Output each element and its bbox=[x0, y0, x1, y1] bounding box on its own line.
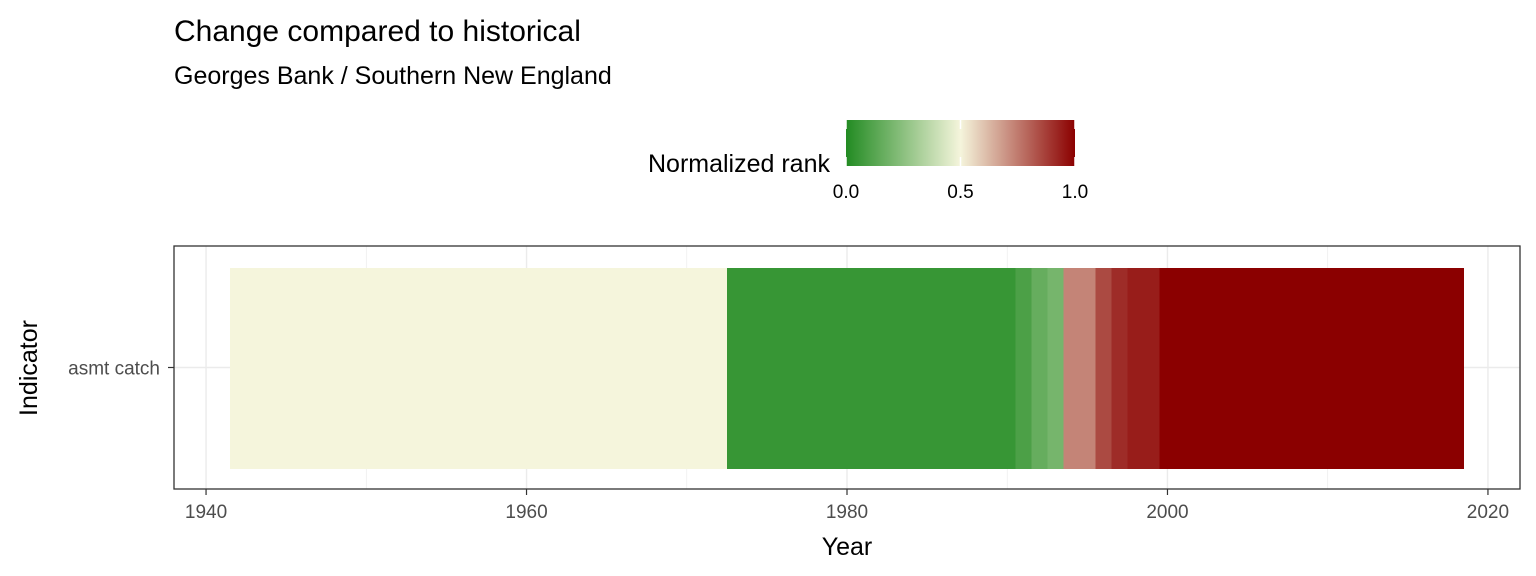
legend: Normalized rank 0.0 0.5 1.0 bbox=[648, 120, 1088, 203]
legend-ticks: 0.0 0.5 1.0 bbox=[833, 120, 1088, 203]
x-tick-label: 1980 bbox=[826, 502, 868, 523]
x-tick-label: 1940 bbox=[185, 502, 227, 523]
heatmap-cell bbox=[1047, 268, 1064, 469]
heatmap-cell bbox=[1095, 268, 1112, 469]
plot-panel bbox=[173, 245, 1521, 490]
x-axis-title: Year bbox=[822, 533, 873, 561]
legend-tick-label: 1.0 bbox=[1062, 182, 1088, 203]
x-tick-label: 2000 bbox=[1146, 502, 1188, 523]
legend-tick-label: 0.0 bbox=[833, 182, 859, 203]
heatmap-cell bbox=[1127, 268, 1160, 469]
chart-title: Change compared to historical bbox=[174, 15, 581, 48]
y-axis-title: Indicator bbox=[15, 320, 43, 416]
x-axis: 1940 1960 1980 2000 2020 bbox=[185, 489, 1509, 523]
legend-tick-label: 0.5 bbox=[947, 182, 973, 203]
y-axis: asmt catch bbox=[68, 359, 174, 380]
x-tick-label: 1960 bbox=[505, 502, 547, 523]
x-tick-label: 2020 bbox=[1467, 502, 1509, 523]
heatmap-cell bbox=[1111, 268, 1128, 469]
heatmap-cell bbox=[726, 268, 1016, 469]
heatmap-cell bbox=[1031, 268, 1048, 469]
heatmap-cells bbox=[230, 268, 1464, 469]
heatmap-cell bbox=[230, 268, 727, 469]
heatmap-cell bbox=[1159, 268, 1464, 469]
chart-subtitle: Georges Bank / Southern New England bbox=[174, 62, 612, 90]
y-tick-label: asmt catch bbox=[68, 359, 160, 380]
heatmap-cell bbox=[1063, 268, 1096, 469]
legend-title: Normalized rank bbox=[648, 150, 831, 178]
heatmap-cell bbox=[1015, 268, 1032, 469]
